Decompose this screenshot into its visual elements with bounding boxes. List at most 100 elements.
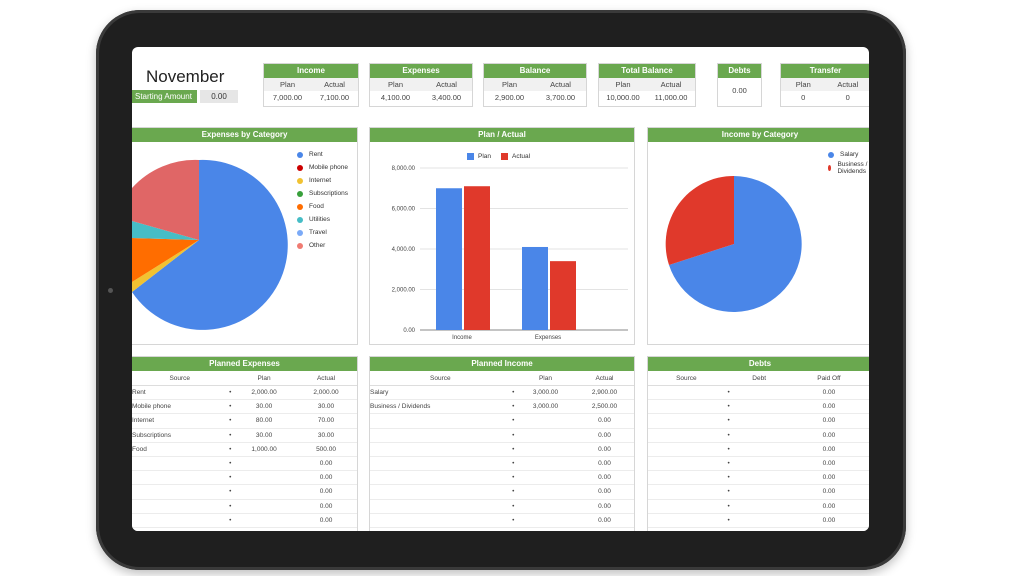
table-cell[interactable]: 3,000.00	[515, 399, 575, 415]
table-row[interactable]: • 0.00	[648, 428, 869, 443]
table-cell[interactable]: 0.00	[295, 484, 357, 500]
table-cell[interactable]: 0.00	[295, 527, 357, 531]
table-cell[interactable]: 0.00	[785, 527, 869, 531]
table-cell[interactable]: 2,900.00	[574, 385, 634, 401]
table-cell[interactable]	[732, 456, 786, 472]
table-cell[interactable]	[370, 456, 511, 472]
table-row[interactable]: • 0.00	[132, 456, 357, 472]
table-cell[interactable]: 2,000.00	[233, 385, 296, 401]
table-row[interactable]: • 0.00	[648, 399, 869, 415]
table-cell[interactable]: 0.00	[785, 413, 869, 429]
table-row[interactable]: • 0.00	[132, 499, 357, 514]
table-cell[interactable]	[732, 428, 786, 443]
table-cell[interactable]: •	[510, 527, 516, 531]
table-cell[interactable]: 0.00	[295, 456, 357, 472]
table-cell[interactable]: •	[510, 413, 516, 429]
table-cell[interactable]	[233, 527, 296, 531]
table-cell[interactable]: Food	[132, 442, 228, 457]
table-cell[interactable]	[515, 513, 575, 528]
table-cell[interactable]: •	[227, 484, 234, 500]
table-cell[interactable]: 0.00	[785, 399, 869, 415]
table-row[interactable]: Mobile phone • 30.00 30.00	[132, 399, 357, 415]
table-cell[interactable]: 0.00	[785, 470, 869, 486]
table-cell[interactable]: 80.00	[233, 413, 296, 429]
table-cell[interactable]: 0.00	[574, 499, 634, 514]
table-row[interactable]: • 0.00	[370, 499, 634, 514]
table-cell[interactable]: Internet	[132, 413, 228, 429]
table-cell[interactable]	[515, 484, 575, 500]
table-cell[interactable]	[515, 527, 575, 531]
table-cell[interactable]	[233, 513, 296, 528]
table-row[interactable]: • 0.00	[370, 456, 634, 472]
table-cell[interactable]: 30.00	[295, 428, 357, 443]
table-cell[interactable]: 70.00	[295, 413, 357, 429]
table-cell[interactable]	[732, 470, 786, 486]
table-cell[interactable]: 0.00	[574, 484, 634, 500]
table-cell[interactable]	[370, 527, 511, 531]
table-cell[interactable]: •	[510, 484, 516, 500]
table-cell[interactable]	[732, 513, 786, 528]
table-cell[interactable]	[233, 470, 296, 486]
table-cell[interactable]: •	[724, 413, 733, 429]
table-cell[interactable]: •	[724, 499, 733, 514]
table-cell[interactable]: 0.00	[574, 527, 634, 531]
table-cell[interactable]: 1,000.00	[233, 442, 296, 457]
table-cell[interactable]	[732, 484, 786, 500]
table-cell[interactable]: •	[724, 456, 733, 472]
table-cell[interactable]: •	[227, 413, 234, 429]
table-cell[interactable]: 500.00	[295, 442, 357, 457]
table-cell[interactable]: 0.00	[785, 513, 869, 528]
table-cell[interactable]	[648, 484, 725, 500]
table-cell[interactable]: •	[724, 527, 733, 531]
table-cell[interactable]: 2,000.00	[295, 385, 357, 401]
table-cell[interactable]: 0.00	[785, 428, 869, 443]
table-cell[interactable]: 0.00	[785, 442, 869, 457]
table-cell[interactable]: 30.00	[233, 428, 296, 443]
table-cell[interactable]	[233, 484, 296, 500]
table-cell[interactable]	[515, 413, 575, 429]
table-cell[interactable]: Salary	[370, 385, 511, 401]
table-cell[interactable]	[732, 399, 786, 415]
table-cell[interactable]	[132, 499, 228, 514]
table-row[interactable]: • 0.00	[648, 385, 869, 401]
table-cell[interactable]: 0.00	[785, 385, 869, 401]
table-row[interactable]: • 0.00	[370, 484, 634, 500]
table-cell[interactable]	[648, 442, 725, 457]
table-cell[interactable]: 0.00	[295, 499, 357, 514]
table-row[interactable]: • 0.00	[648, 413, 869, 429]
table-row[interactable]: • 0.00	[648, 470, 869, 486]
table-cell[interactable]: 0.00	[574, 442, 634, 457]
table-cell[interactable]	[648, 499, 725, 514]
table-row[interactable]: Rent • 2,000.00 2,000.00	[132, 385, 357, 401]
table-cell[interactable]: •	[724, 470, 733, 486]
table-row[interactable]: • 0.00	[648, 527, 869, 531]
table-cell[interactable]: •	[510, 428, 516, 443]
table-cell[interactable]	[648, 527, 725, 531]
table-cell[interactable]	[732, 527, 786, 531]
table-cell[interactable]: Subscriptions	[132, 428, 228, 443]
table-cell[interactable]	[370, 499, 511, 514]
table-cell[interactable]	[132, 513, 228, 528]
table-cell[interactable]: 0.00	[574, 428, 634, 443]
table-cell[interactable]: 0.00	[785, 456, 869, 472]
table-row[interactable]: • 0.00	[132, 527, 357, 531]
table-row[interactable]: • 0.00	[648, 513, 869, 528]
table-cell[interactable]	[648, 456, 725, 472]
table-cell[interactable]: 30.00	[295, 399, 357, 415]
table-cell[interactable]: 0.00	[574, 413, 634, 429]
table-row[interactable]: Business / Dividends • 3,000.00 2,500.00	[370, 399, 634, 415]
table-cell[interactable]	[648, 513, 725, 528]
table-cell[interactable]: 30.00	[233, 399, 296, 415]
table-cell[interactable]: •	[510, 456, 516, 472]
table-cell[interactable]	[648, 470, 725, 486]
table-cell[interactable]: •	[724, 428, 733, 443]
table-row[interactable]: • 0.00	[370, 413, 634, 429]
table-cell[interactable]	[732, 442, 786, 457]
table-cell[interactable]: •	[227, 442, 234, 457]
table-row[interactable]: • 0.00	[370, 442, 634, 457]
table-cell[interactable]	[132, 470, 228, 486]
table-cell[interactable]: •	[227, 499, 234, 514]
table-cell[interactable]	[648, 385, 725, 401]
table-cell[interactable]	[132, 456, 228, 472]
table-cell[interactable]	[732, 499, 786, 514]
